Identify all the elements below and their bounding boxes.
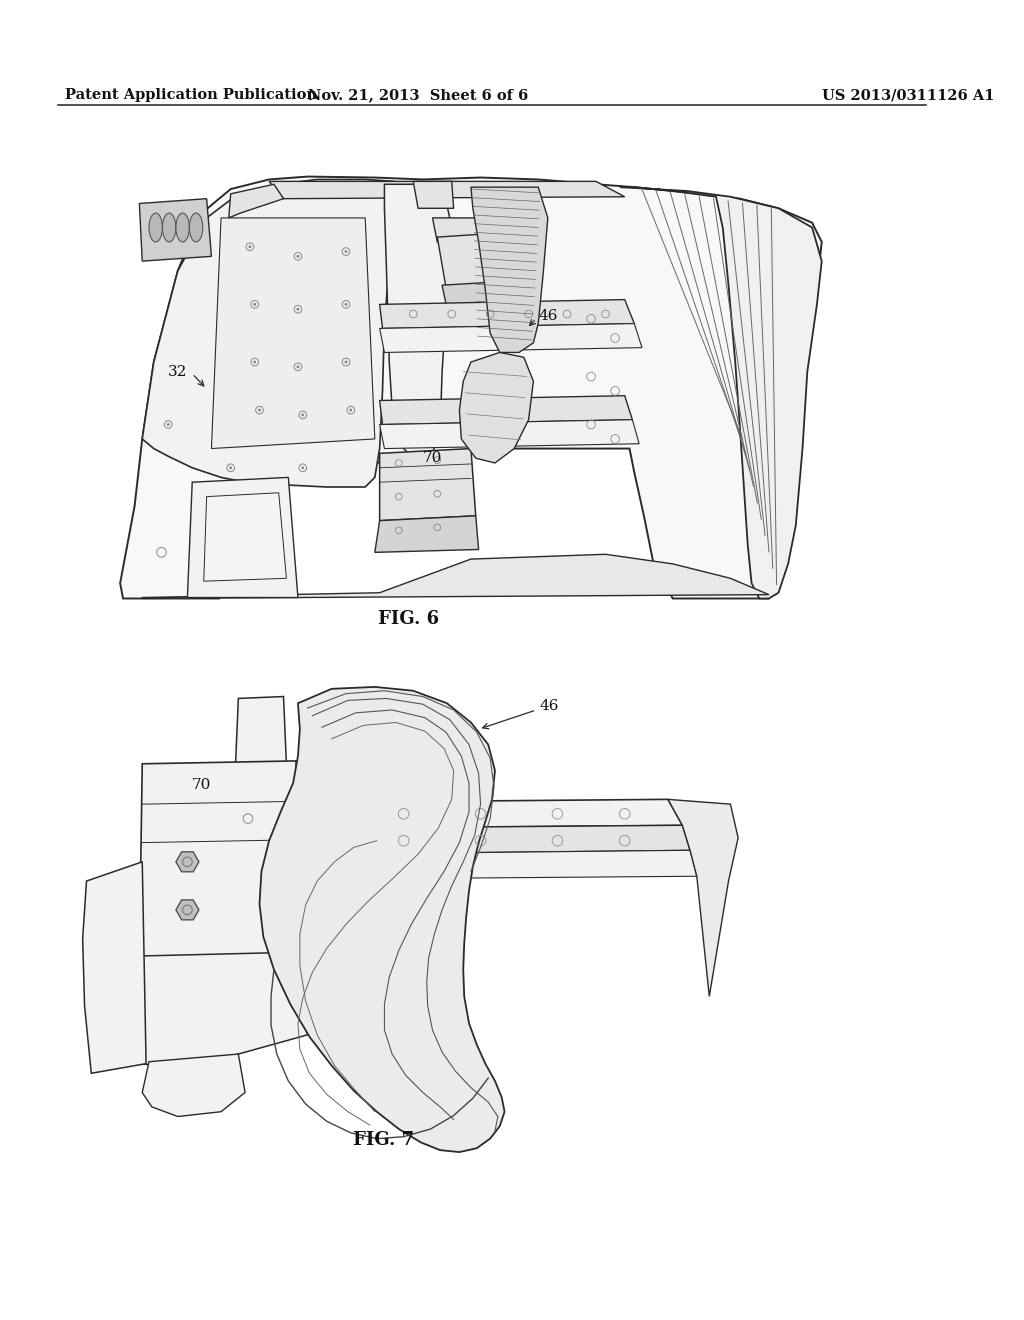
Polygon shape [142, 180, 399, 487]
Text: 46: 46 [538, 309, 558, 323]
Text: 70: 70 [423, 451, 442, 465]
Polygon shape [322, 800, 682, 828]
Polygon shape [442, 280, 534, 331]
Text: Patent Application Publication: Patent Application Publication [66, 88, 317, 103]
Ellipse shape [163, 213, 176, 242]
Polygon shape [380, 300, 634, 329]
Polygon shape [471, 187, 548, 352]
Polygon shape [204, 492, 287, 581]
Polygon shape [460, 352, 534, 463]
Circle shape [229, 466, 232, 469]
Circle shape [249, 246, 251, 248]
Polygon shape [259, 686, 505, 1152]
Text: FIG. 6: FIG. 6 [378, 610, 439, 628]
Text: 32: 32 [168, 364, 187, 379]
Circle shape [349, 409, 352, 412]
Polygon shape [668, 800, 738, 997]
Polygon shape [211, 218, 375, 449]
Polygon shape [375, 516, 478, 552]
Polygon shape [142, 554, 769, 598]
Polygon shape [176, 900, 199, 920]
Circle shape [167, 424, 170, 426]
Ellipse shape [189, 213, 203, 242]
Polygon shape [139, 952, 307, 1068]
Polygon shape [142, 1055, 245, 1117]
Polygon shape [187, 478, 298, 598]
Polygon shape [139, 760, 300, 958]
Circle shape [297, 255, 299, 257]
Polygon shape [296, 821, 327, 874]
Polygon shape [380, 323, 642, 352]
Circle shape [297, 308, 299, 310]
Polygon shape [83, 862, 146, 1073]
Polygon shape [176, 851, 199, 871]
Text: 70: 70 [193, 777, 212, 792]
Polygon shape [384, 185, 450, 458]
Ellipse shape [148, 213, 163, 242]
Polygon shape [236, 697, 287, 766]
Circle shape [344, 360, 347, 363]
Polygon shape [327, 850, 696, 879]
Circle shape [253, 360, 256, 363]
Circle shape [301, 466, 304, 469]
Polygon shape [269, 181, 625, 199]
Polygon shape [325, 825, 690, 854]
Text: US 2013/0311126 A1: US 2013/0311126 A1 [822, 88, 994, 103]
Text: Nov. 21, 2013  Sheet 6 of 6: Nov. 21, 2013 Sheet 6 of 6 [308, 88, 528, 103]
Polygon shape [437, 232, 519, 293]
Text: FIG. 7: FIG. 7 [353, 1130, 415, 1148]
Text: 46: 46 [540, 700, 559, 713]
Circle shape [344, 249, 347, 253]
Polygon shape [414, 181, 454, 209]
Circle shape [258, 409, 261, 412]
Polygon shape [432, 218, 505, 242]
Polygon shape [380, 449, 476, 520]
Circle shape [301, 413, 304, 416]
Polygon shape [380, 396, 633, 425]
Circle shape [253, 304, 256, 306]
Polygon shape [228, 185, 284, 218]
Circle shape [344, 304, 347, 306]
Circle shape [297, 366, 299, 368]
Ellipse shape [176, 213, 189, 242]
Polygon shape [120, 177, 821, 598]
Polygon shape [380, 420, 639, 449]
Polygon shape [139, 199, 211, 261]
Polygon shape [620, 187, 821, 598]
